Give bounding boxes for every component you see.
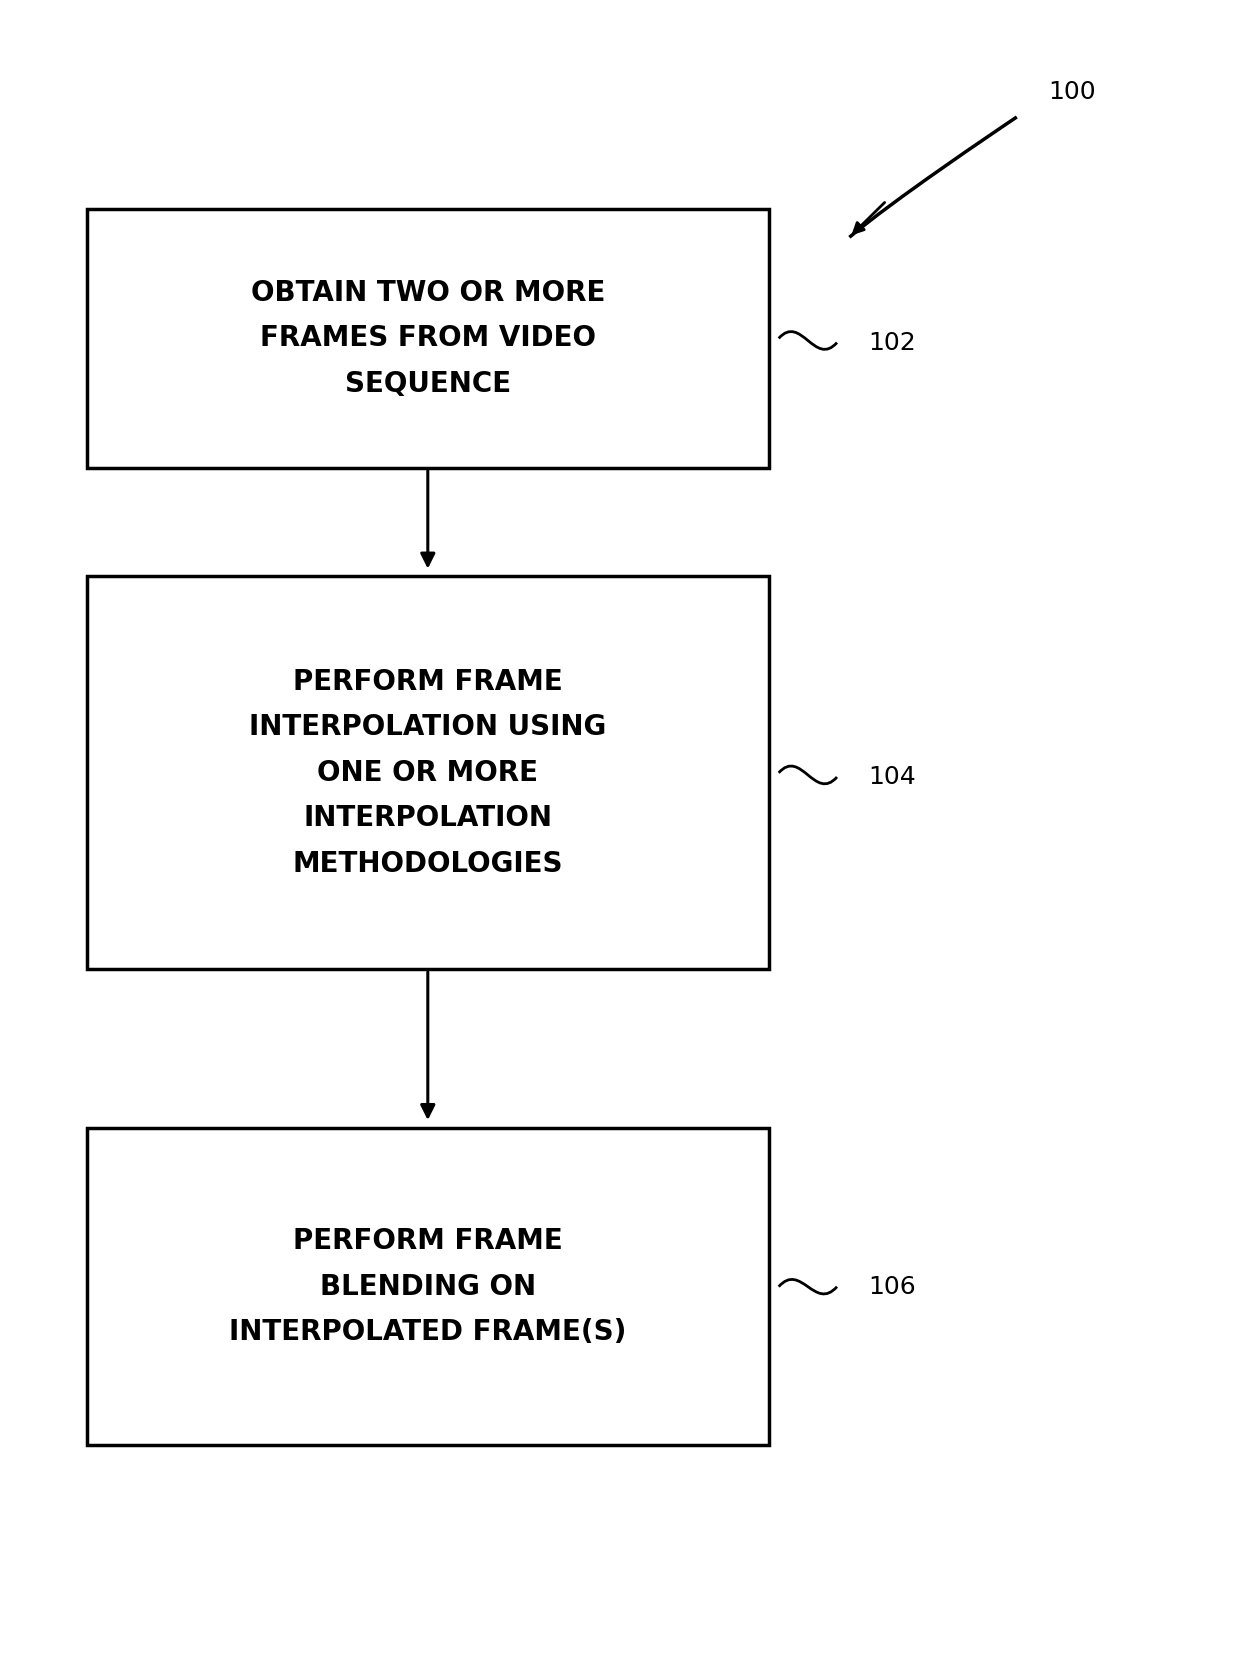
Text: 102: 102 <box>868 331 916 354</box>
Text: 106: 106 <box>868 1275 916 1298</box>
Text: OBTAIN TWO OR MORE
FRAMES FROM VIDEO
SEQUENCE: OBTAIN TWO OR MORE FRAMES FROM VIDEO SEQ… <box>250 279 605 398</box>
FancyBboxPatch shape <box>87 209 769 468</box>
Text: PERFORM FRAME
BLENDING ON
INTERPOLATED FRAME(S): PERFORM FRAME BLENDING ON INTERPOLATED F… <box>229 1227 626 1347</box>
Text: PERFORM FRAME
INTERPOLATION USING
ONE OR MORE
INTERPOLATION
METHODOLOGIES: PERFORM FRAME INTERPOLATION USING ONE OR… <box>249 668 606 877</box>
Text: 100: 100 <box>1048 80 1095 104</box>
FancyBboxPatch shape <box>87 1128 769 1445</box>
Text: 104: 104 <box>868 765 916 789</box>
FancyBboxPatch shape <box>87 576 769 969</box>
